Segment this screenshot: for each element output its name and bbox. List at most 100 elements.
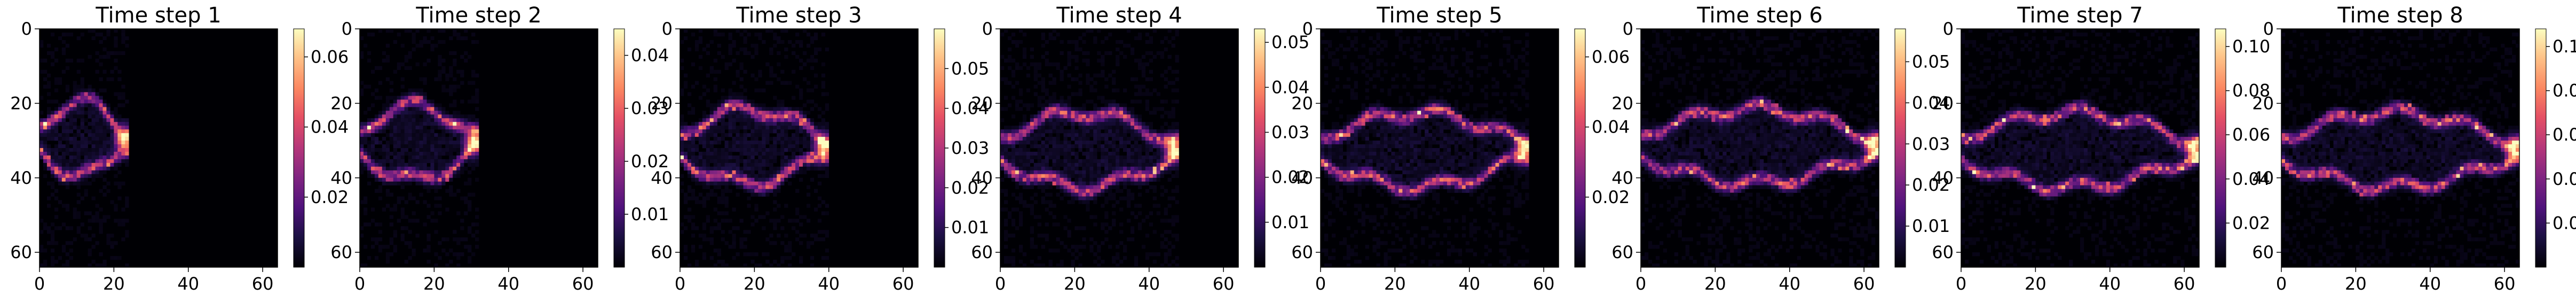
heatmap-cell xyxy=(58,141,62,144)
heatmap-cell xyxy=(780,137,784,141)
heatmap-cell xyxy=(1145,256,1149,260)
heatmap-cell xyxy=(1514,122,1518,126)
heatmap-cell xyxy=(43,148,47,152)
heatmap-cell xyxy=(710,256,714,260)
heatmap-cell xyxy=(367,256,371,260)
heatmap-cell xyxy=(799,178,803,182)
heatmap-cell xyxy=(1473,103,1477,107)
heatmap-cell xyxy=(736,129,740,133)
heatmap-cell xyxy=(386,122,390,126)
heatmap-cell xyxy=(1108,226,1112,230)
heatmap-cell xyxy=(743,141,747,144)
heatmap-cell xyxy=(788,159,792,163)
heatmap-cell xyxy=(1049,36,1053,40)
heatmap-cell xyxy=(393,40,397,44)
heatmap-cell xyxy=(1153,163,1157,167)
heatmap-cell xyxy=(54,59,58,63)
heatmap-cell xyxy=(1078,189,1082,193)
heatmap-cell xyxy=(51,170,54,174)
heatmap-cell xyxy=(393,70,397,74)
heatmap-cell xyxy=(1362,103,1365,107)
heatmap-cell xyxy=(729,99,732,103)
heatmap-cell xyxy=(1049,178,1053,182)
heatmap-cell xyxy=(795,118,799,122)
heatmap-cell xyxy=(1477,122,1481,126)
heatmap-cell xyxy=(1417,77,1421,81)
heatmap-cell xyxy=(1030,211,1034,215)
heatmap-cell xyxy=(810,141,814,144)
heatmap-cell xyxy=(441,89,445,92)
heatmap-cell xyxy=(66,99,69,103)
heatmap-cell xyxy=(1134,114,1138,118)
heatmap-cell xyxy=(1093,137,1097,141)
heatmap-cell xyxy=(393,204,397,208)
heatmap-cell xyxy=(1034,141,1038,144)
heatmap-cell xyxy=(1525,63,1529,66)
heatmap-cell xyxy=(1045,222,1049,226)
heatmap-cell xyxy=(736,156,740,159)
heatmap-cell xyxy=(680,133,684,137)
heatmap-cell xyxy=(1134,141,1138,144)
heatmap-cell xyxy=(1157,129,1160,133)
heatmap-cell xyxy=(449,148,453,152)
heatmap-cell xyxy=(765,163,769,167)
heatmap-cell xyxy=(401,208,405,212)
heatmap-cell xyxy=(51,148,54,152)
heatmap-cell xyxy=(807,156,810,159)
heatmap-cell xyxy=(51,111,54,114)
heatmap-cell xyxy=(84,141,88,144)
heatmap-cell xyxy=(765,182,769,185)
heatmap-cell xyxy=(747,118,750,122)
heatmap-cell xyxy=(1384,70,1387,74)
heatmap-cell xyxy=(807,118,810,122)
heatmap-cell xyxy=(1030,133,1034,137)
heatmap-cell xyxy=(1447,103,1451,107)
heatmap-cell xyxy=(1127,182,1131,185)
heatmap-cell xyxy=(821,156,825,159)
heatmap-cell xyxy=(1131,118,1134,122)
heatmap-cell xyxy=(821,148,825,152)
heatmap-cell xyxy=(375,114,378,118)
heatmap-cell xyxy=(430,182,434,185)
heatmap-cell xyxy=(777,118,780,122)
heatmap-cell xyxy=(1008,126,1012,129)
heatmap-cell xyxy=(47,163,51,167)
heatmap-cell xyxy=(92,234,96,237)
heatmap-cell xyxy=(1019,133,1023,137)
heatmap-cell xyxy=(1160,126,1164,129)
heatmap-cell xyxy=(84,96,88,99)
heatmap-cell xyxy=(684,248,688,252)
heatmap-cell xyxy=(799,234,803,237)
heatmap-cell xyxy=(51,156,54,159)
heatmap-cell xyxy=(416,92,420,96)
heatmap-cell xyxy=(88,55,92,59)
heatmap-cell xyxy=(1019,167,1023,170)
heatmap-cell xyxy=(1160,159,1164,163)
heatmap-cell xyxy=(1049,148,1053,152)
heatmap-cell xyxy=(47,99,51,103)
heatmap-cell xyxy=(1484,44,1488,48)
heatmap-cell xyxy=(758,133,762,137)
heatmap-cell xyxy=(401,92,405,96)
heatmap-cell xyxy=(1049,133,1053,137)
heatmap-cell xyxy=(706,122,710,126)
x-tick-label: 60 xyxy=(252,274,274,294)
heatmap-cell xyxy=(688,163,691,167)
heatmap-cell xyxy=(464,167,468,170)
heatmap-cell xyxy=(62,248,66,252)
heatmap-cell xyxy=(1149,51,1153,55)
heatmap-cell xyxy=(460,74,464,77)
heatmap-cell xyxy=(1168,230,1172,234)
heatmap-cell xyxy=(69,129,73,133)
heatmap-cell xyxy=(88,263,92,267)
heatmap-cell xyxy=(1074,92,1078,96)
heatmap-cell xyxy=(743,163,747,167)
heatmap-cell xyxy=(769,234,773,237)
heatmap-cell xyxy=(471,222,475,226)
heatmap-cell xyxy=(747,152,750,156)
heatmap-cell xyxy=(426,133,430,137)
heatmap-cell xyxy=(773,222,777,226)
heatmap-cell xyxy=(110,70,114,74)
heatmap-cell xyxy=(1127,167,1131,170)
